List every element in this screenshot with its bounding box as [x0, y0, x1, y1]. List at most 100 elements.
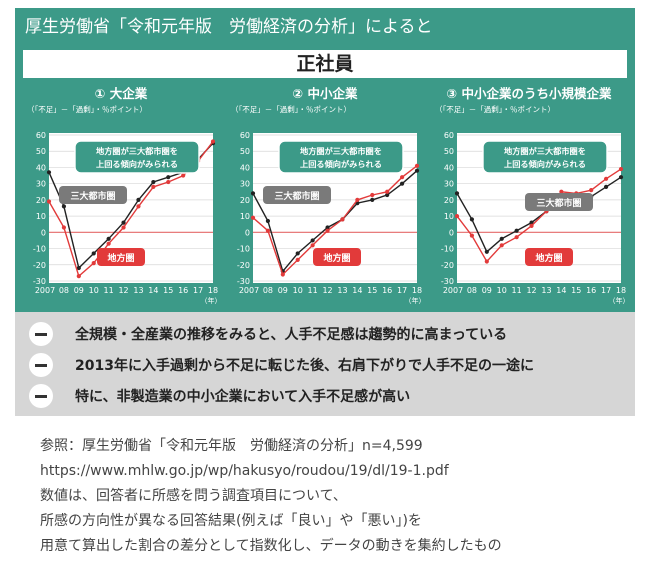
annotation-text: 地方圏が三大都市圏を	[96, 146, 178, 156]
x-tick-label: 13	[541, 286, 551, 295]
chart-panel: 正社員 ① 大企業 （「不足」－「過剰」・％ポイント） -30 -20 -10 0 10 20…	[15, 46, 635, 312]
x-tick-label: 08	[263, 286, 273, 295]
point-metro	[484, 249, 489, 254]
point-regional	[76, 274, 81, 279]
y-tick-label: 60	[240, 131, 250, 140]
point-metro	[46, 170, 52, 175]
y-tick-label: 60	[36, 131, 46, 140]
point-metro	[136, 197, 141, 202]
x-axis-label: （年）	[405, 296, 426, 305]
point-regional	[618, 166, 624, 172]
series-label-metro-box	[59, 186, 127, 204]
note-line: 所感の方向性が異なる回答結果(例えば「良い」や「悪い」)を	[40, 513, 422, 529]
note-line: 用意て算出した割合の差分として指数化し、データの動きを集約したもの	[40, 538, 502, 554]
point-regional	[385, 189, 390, 194]
point-metro	[121, 220, 126, 225]
series-line-metro	[252, 170, 418, 273]
point-metro	[414, 168, 420, 173]
x-axis-label: （年）	[201, 296, 222, 305]
point-regional	[151, 184, 156, 190]
point-metro	[61, 204, 67, 209]
point-regional	[454, 214, 460, 219]
series-label-metro: 三大都市圏	[536, 197, 581, 209]
minus-icon	[29, 384, 53, 408]
y-tick-label: -10	[33, 245, 46, 254]
series-label-metro: 三大都市圏	[274, 190, 319, 202]
x-tick-label: 14	[148, 286, 158, 295]
point-metro	[454, 191, 460, 196]
x-tick-label: 17	[397, 286, 407, 295]
series-label-metro: 三大都市圏	[70, 190, 115, 202]
point-metro	[399, 181, 405, 186]
point-regional	[210, 139, 216, 144]
y-axis-label: （「不足」－「過剰」・％ポイント）	[435, 104, 555, 114]
x-tick-label: 17	[601, 286, 611, 295]
point-regional	[589, 188, 594, 193]
series-line-regional	[252, 165, 418, 276]
point-metro	[499, 236, 504, 241]
y-axis-label: （「不足」－「過剰」・％ポイント）	[231, 104, 351, 114]
x-tick-label: 13	[337, 286, 347, 295]
point-regional	[340, 217, 345, 222]
y-tick-label: 0	[41, 228, 46, 237]
y-tick-label: 40	[240, 163, 250, 172]
annotation-box	[74, 140, 200, 174]
point-regional	[181, 173, 186, 178]
point-metro	[91, 251, 96, 256]
x-axis-label: （年）	[609, 296, 630, 305]
note-line: 数値は、回答者に所感を問う調査項目について、	[40, 488, 347, 504]
point-regional	[370, 192, 375, 198]
y-tick-label: 10	[36, 212, 46, 221]
point-regional	[121, 225, 126, 230]
x-tick-label: 16	[382, 286, 392, 295]
x-tick-label: 12	[118, 286, 128, 295]
y-tick-label: 20	[36, 196, 46, 205]
figure-frame: 厚生労働省「令和元年版 労働経済の分析」によると 正社員 ① 大企業 （「不足」－…	[15, 8, 635, 416]
annotation-text: 地方圏が三大都市圏を	[504, 146, 586, 156]
point-regional	[559, 189, 564, 194]
chart-title: ③ 中小企業のうち小規模企業	[447, 86, 612, 101]
point-metro	[310, 238, 315, 243]
y-tick-label: 60	[444, 131, 454, 140]
x-tick-label: 10	[89, 286, 99, 295]
point-regional	[265, 228, 271, 233]
source-url[interactable]: https://www.mhlw.go.jp/wp/hakusyo/roudou…	[40, 463, 449, 479]
x-tick-label: 15	[163, 286, 173, 295]
point-regional	[310, 243, 315, 248]
y-tick-label: 20	[240, 196, 250, 205]
y-tick-label: 10	[444, 212, 454, 221]
series-label-metro-box	[263, 186, 331, 204]
point-metro	[529, 220, 534, 225]
y-axis-label: （「不足」－「過剰」・％ポイント）	[27, 104, 147, 114]
y-tick-label: -10	[441, 245, 454, 254]
minus-icon	[29, 353, 53, 377]
x-tick-label: 09	[278, 286, 288, 295]
annotation-box	[278, 140, 404, 174]
y-tick-label: 20	[444, 196, 454, 205]
x-tick-label: 11	[104, 286, 114, 295]
point-regional	[399, 175, 405, 180]
annotation-text: 上回る傾向がみられる	[504, 159, 586, 169]
point-regional	[514, 235, 519, 240]
chart-title: ② 中小企業	[293, 86, 358, 101]
chart-title: ① 大企業	[95, 86, 148, 101]
y-tick-label: -20	[237, 261, 250, 270]
point-regional	[250, 215, 256, 220]
point-metro	[76, 265, 81, 271]
chart-small-medium-enterprises: ② 中小企業 （「不足」－「過剰」・％ポイント） -30 -20 -10 0 10 20 30 4…	[227, 80, 426, 310]
x-tick-label: 08	[467, 286, 477, 295]
x-tick-label: 12	[526, 286, 536, 295]
x-tick-label: 2007	[239, 286, 259, 295]
y-tick-label: 30	[240, 180, 250, 189]
point-metro	[514, 228, 519, 233]
series-label-regional-box	[313, 248, 361, 266]
point-metro	[250, 191, 256, 196]
x-tick-label: 14	[556, 286, 566, 295]
point-metro	[469, 217, 475, 222]
point-metro	[385, 192, 390, 198]
finding-text: 特に、非製造業の中小企業において入手不足感が高い	[75, 389, 411, 405]
point-regional	[325, 228, 330, 233]
line-chart: ③ 中小企業のうち小規模企業 （「不足」－「過剰」・％ポイント） -30 -20 -10…	[435, 86, 630, 305]
y-tick-label: 40	[444, 163, 454, 172]
